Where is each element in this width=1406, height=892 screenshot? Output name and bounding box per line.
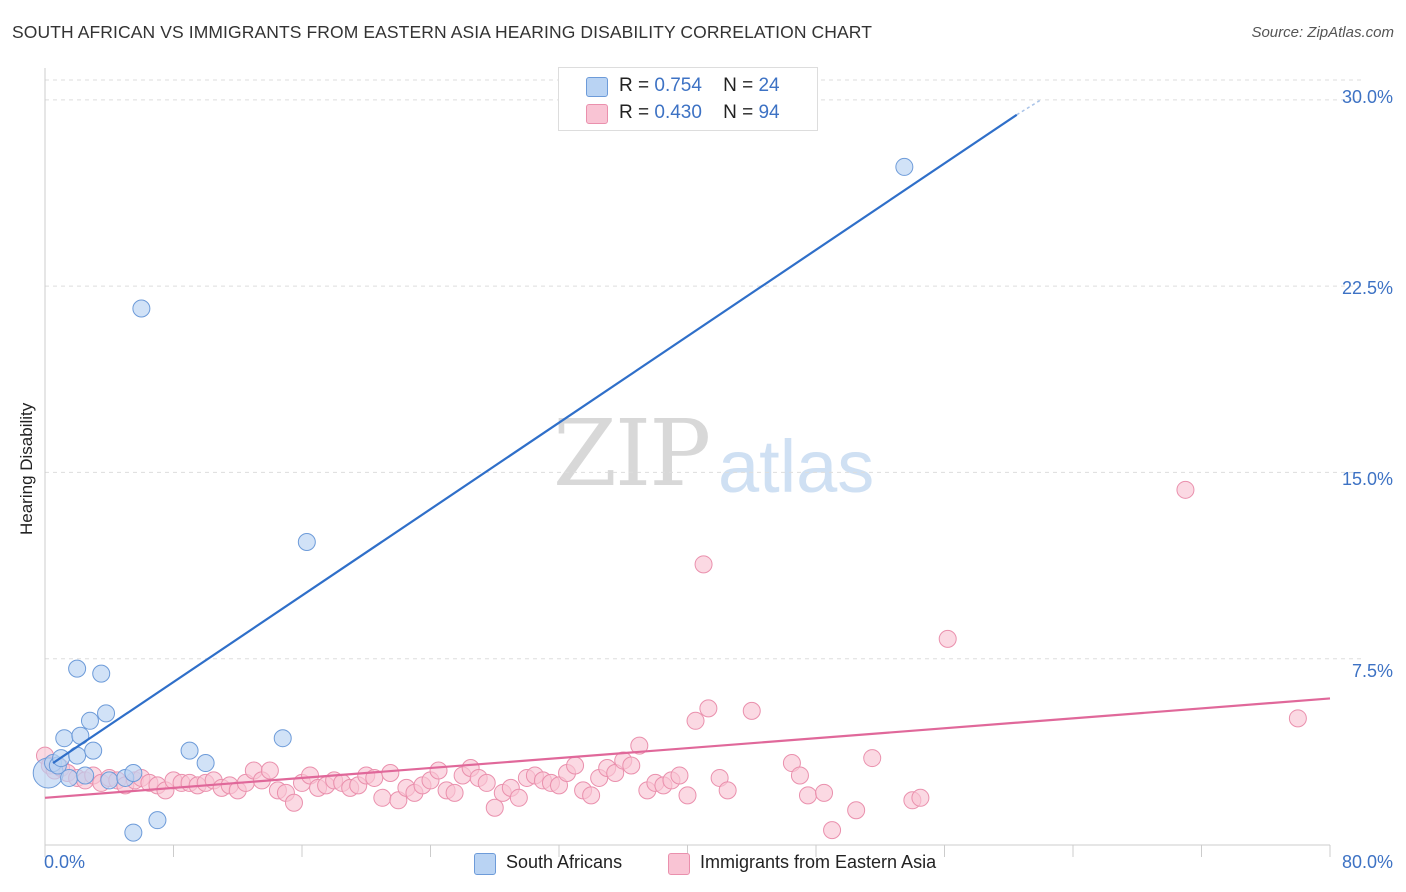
chart-title: SOUTH AFRICAN VS IMMIGRANTS FROM EASTERN… — [12, 22, 872, 42]
point-eastern-asia-80 — [670, 766, 689, 785]
point-eastern-asia-52 — [445, 783, 464, 802]
point-eastern-asia-56 — [477, 773, 496, 792]
point-eastern-asia-44 — [381, 763, 400, 782]
y-tick-label-15: 15.0% — [1341, 469, 1393, 489]
bottom-legend-swatch-blue — [474, 853, 496, 875]
legend-r-value: 0.754 — [654, 75, 702, 96]
trend-line-south-african — [52, 113, 1018, 764]
legend-n-label: N = — [723, 102, 754, 123]
point-eastern-asia-32 — [284, 793, 303, 812]
point-eastern-asia-93 — [847, 801, 866, 820]
watermark-atlas: atlas — [718, 425, 875, 508]
y-tick-label-7-5: 7.5% — [1351, 661, 1393, 681]
bottom-legend-label: South Africans — [506, 852, 623, 872]
point-eastern-asia-29 — [260, 761, 279, 780]
point-south-african-17 — [124, 823, 143, 842]
legend-n-label: N = — [723, 75, 754, 96]
bottom-legend-swatch-pink — [668, 853, 690, 875]
point-south-african-9 — [76, 766, 95, 785]
point-eastern-asia-86 — [718, 781, 737, 800]
point-south-african-21 — [196, 754, 215, 773]
point-eastern-asia-89 — [790, 766, 809, 785]
point-eastern-asia-91 — [815, 783, 834, 802]
legend-n-value: 94 — [758, 102, 780, 123]
point-eastern-asia-50 — [429, 761, 448, 780]
legend-r-value: 0.430 — [654, 102, 702, 123]
point-eastern-asia-94 — [863, 749, 882, 768]
point-eastern-asia-96 — [911, 788, 930, 807]
legend-r-label: R = — [619, 102, 650, 123]
legend-r-label: R = — [619, 75, 650, 96]
point-eastern-asia-90 — [798, 786, 817, 805]
point-eastern-asia-60 — [509, 788, 528, 807]
point-south-african-5 — [60, 768, 79, 787]
point-south-african-14 — [100, 771, 119, 790]
legend-swatch-pink — [586, 104, 608, 124]
point-eastern-asia-74 — [622, 756, 641, 775]
point-south-african-16 — [124, 763, 143, 782]
point-south-african-13 — [97, 704, 116, 723]
legend-swatch-blue — [586, 77, 608, 97]
source-credit: Source: ZipAtlas.com — [1251, 24, 1394, 41]
point-south-african-10 — [80, 711, 99, 730]
point-eastern-asia-83 — [694, 555, 713, 574]
point-eastern-asia-87 — [742, 701, 761, 720]
legend-n-value: 24 — [758, 75, 780, 96]
point-eastern-asia-43 — [373, 788, 392, 807]
point-south-african-22 — [273, 729, 292, 748]
point-south-african-4 — [55, 729, 74, 748]
point-south-african-24 — [895, 157, 914, 176]
trend-line-eastern-asia — [44, 697, 1331, 799]
legend-text: R = 0.754 N = 24 — [619, 75, 780, 97]
point-south-african-18 — [132, 299, 151, 318]
bottom-legend-label: Immigrants from Eastern Asia — [700, 852, 937, 872]
y-tick-label-22-5: 22.5% — [1341, 278, 1393, 298]
point-south-african-19 — [148, 811, 167, 830]
point-eastern-asia-98 — [1176, 480, 1195, 499]
trend-line-dashed-south-african — [1016, 99, 1042, 116]
point-south-african-20 — [180, 741, 199, 760]
point-south-african-23 — [297, 532, 316, 551]
x-tick-label-min: 0.0% — [44, 852, 86, 872]
point-eastern-asia-82 — [686, 711, 705, 730]
point-eastern-asia-67 — [566, 756, 585, 775]
y-tick-label-30: 30.0% — [1341, 87, 1393, 107]
point-eastern-asia-75 — [630, 736, 649, 755]
point-eastern-asia-57 — [485, 798, 504, 817]
point-eastern-asia-92 — [823, 821, 842, 840]
x-tick-label-max: 80.0% — [1341, 852, 1393, 872]
point-eastern-asia-99 — [1288, 709, 1307, 728]
point-eastern-asia-81 — [678, 786, 697, 805]
point-eastern-asia-97 — [938, 629, 957, 648]
point-south-african-7 — [68, 659, 87, 678]
stats-legend: R = 0.754 N = 24 R = 0.430 N = 94 — [558, 67, 818, 131]
point-eastern-asia-84 — [699, 699, 718, 718]
legend-text: R = 0.430 N = 94 — [619, 102, 780, 124]
point-south-african-11 — [84, 741, 103, 760]
point-south-african-12 — [92, 664, 111, 683]
point-eastern-asia-69 — [582, 786, 601, 805]
watermark-zip: ZIP — [553, 400, 711, 507]
